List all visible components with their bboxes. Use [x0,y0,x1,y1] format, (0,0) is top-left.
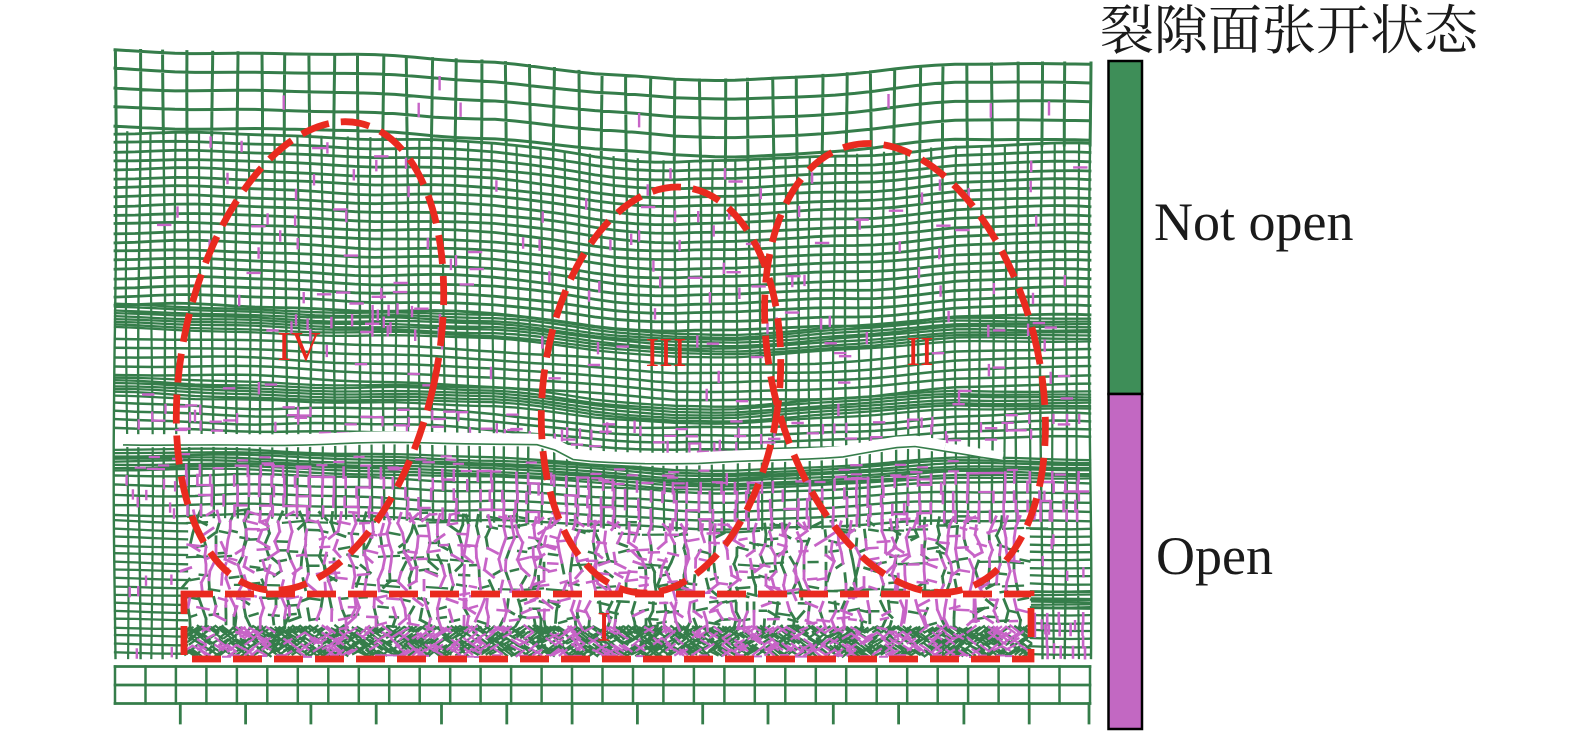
svg-text:Not open: Not open [1154,192,1353,252]
svg-text:IV: IV [277,323,321,369]
svg-text:Open: Open [1156,526,1273,586]
svg-text:II: II [906,328,933,374]
svg-text:I: I [597,605,611,651]
svg-text:III: III [646,329,687,375]
